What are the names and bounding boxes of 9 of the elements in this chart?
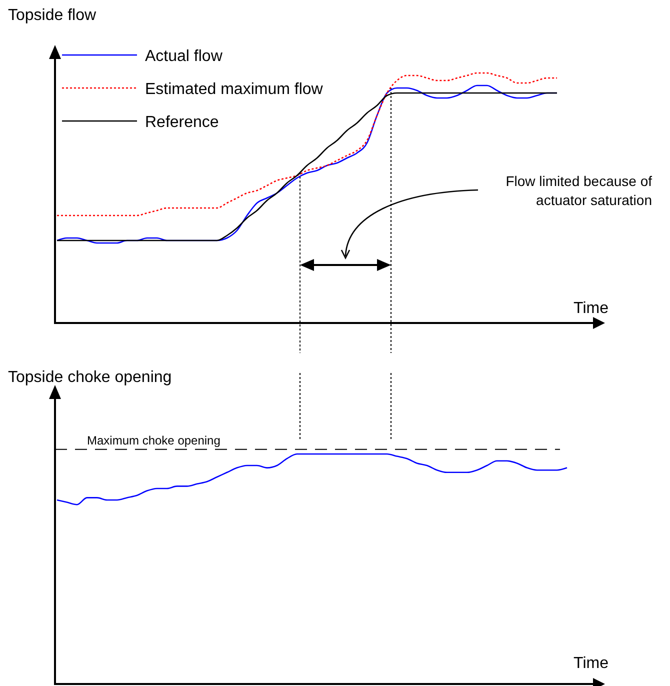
x-axis-title: Time (574, 655, 609, 672)
x-axis-title: Time (574, 300, 609, 317)
y-axis-title: Topside choke opening (8, 369, 172, 386)
legend-label: Reference (145, 114, 219, 131)
annotation: Flow limited because of actuator saturation (506, 173, 652, 208)
legend-label: Actual flow (145, 48, 223, 65)
legend-label: Estimated maximum flow (145, 81, 324, 98)
y-axis-title: Topside flow (8, 7, 96, 24)
ref-line-label: Maximum choke opening (87, 433, 220, 448)
